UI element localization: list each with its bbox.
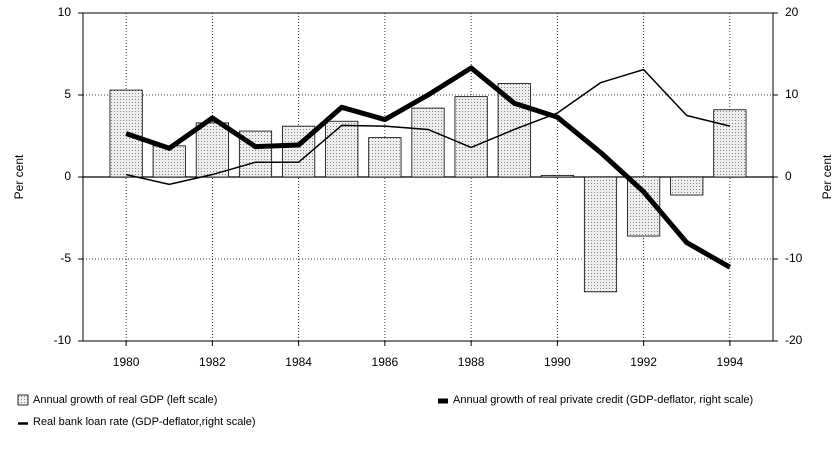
x-tick-label: 1988 (458, 355, 485, 369)
y2-tick-label: 0 (785, 169, 792, 183)
bar (368, 137, 402, 178)
x-tick-label: 1992 (630, 355, 657, 369)
y-axis-label: Per cent (12, 154, 26, 199)
x-tick-label: 1990 (544, 355, 571, 369)
y-tick-label: -10 (54, 333, 72, 347)
y2-tick-label: -10 (785, 251, 803, 265)
bar (713, 109, 747, 178)
x-tick-label: 1982 (199, 355, 226, 369)
line (125, 65, 732, 270)
legend-label: Annual growth of real private credit (GD… (453, 394, 753, 406)
y2-tick-label: 10 (785, 87, 799, 101)
y-tick-label: 0 (64, 169, 71, 183)
bar (325, 120, 359, 178)
y-tick-label: 5 (64, 87, 71, 101)
x-tick-label: 1994 (717, 355, 744, 369)
legend-swatch (18, 422, 28, 425)
legend-swatch (438, 398, 448, 404)
bar (540, 174, 574, 178)
bar (152, 145, 186, 178)
y-tick-label: -5 (60, 251, 71, 265)
bar (627, 176, 661, 237)
y2-tick-label: -20 (785, 333, 803, 347)
x-tick-label: 1984 (285, 355, 312, 369)
bar (195, 122, 229, 178)
line (125, 68, 731, 186)
x-tick-label: 1986 (372, 355, 399, 369)
bar (583, 176, 618, 293)
y2-tick-label: 20 (785, 5, 799, 19)
x-tick-label: 1980 (113, 355, 140, 369)
y2-axis-label: Per cent (820, 154, 834, 199)
bar (497, 83, 531, 178)
bar (670, 176, 704, 196)
bar (411, 107, 445, 178)
legend-label: Real bank loan rate (GDP-deflator,right … (33, 416, 256, 428)
bar (282, 125, 316, 178)
legend-label: Annual growth of real GDP (left scale) (33, 394, 217, 406)
legend-swatch (17, 394, 29, 406)
bar (454, 96, 488, 178)
y-tick-label: 10 (58, 5, 72, 19)
